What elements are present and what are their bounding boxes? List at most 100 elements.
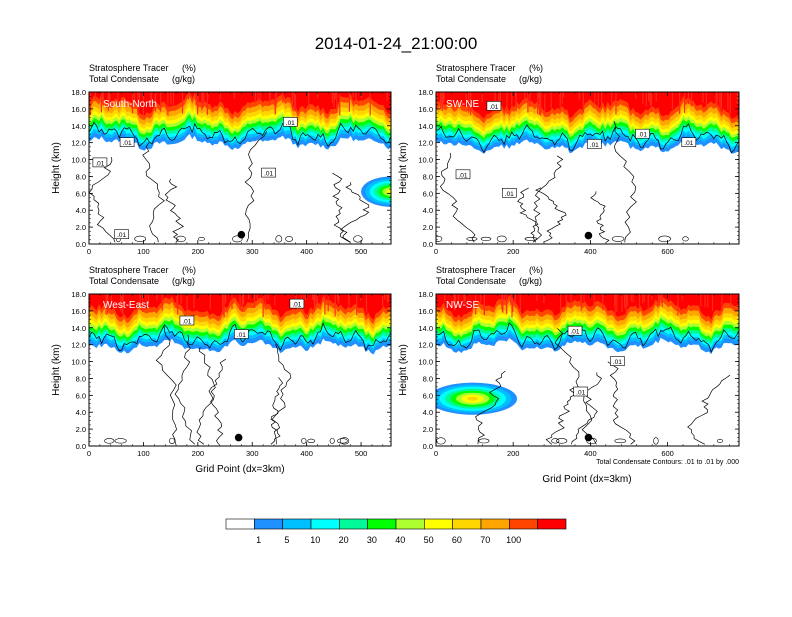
tracer-streak	[442, 92, 444, 106]
plot-clip-group: .01 .01 .01	[436, 294, 739, 446]
colorbar-swatch	[480, 518, 510, 530]
tracer-streak	[110, 294, 112, 306]
y-tick-label: 8.0	[76, 172, 86, 181]
tracer-streak	[514, 294, 516, 304]
tracer-streak	[583, 294, 585, 302]
panel-label: West-East	[103, 300, 149, 311]
condensate-contour	[89, 157, 116, 243]
y-tick-label: 10.0	[71, 358, 86, 367]
tracer-streak	[239, 294, 241, 311]
tracer-streak	[624, 294, 626, 308]
tracer-streak	[294, 92, 296, 101]
tracer-streak	[578, 92, 580, 100]
tracer-streak	[177, 294, 179, 315]
colorbar-swatch	[395, 518, 425, 530]
panel-nw-se: Stratosphere Tracer (%) Total Condensate…	[398, 265, 740, 485]
tracer-streak	[117, 92, 119, 107]
tracer-streak	[337, 294, 339, 300]
colorbar-label: 1	[256, 535, 261, 545]
condensate-contour	[271, 344, 292, 445]
plot-area: .01 .01 .01 0.0 2.0 4.0 6.0 8.0 10.0 12.0 14.0 16.0…	[71, 290, 392, 458]
tracer-streak	[333, 92, 335, 108]
tracer-streak	[348, 92, 351, 112]
panel-subtitle-tracer-label: Stratosphere Tracer	[89, 63, 169, 73]
condensate-contour-cell	[653, 437, 659, 445]
panel-subtitle-condensate-unit: (g/kg)	[519, 276, 542, 286]
plot-clip-group: .01 .01 .01	[89, 294, 391, 446]
condensate-contour-cell	[551, 438, 560, 444]
tracer-streak	[625, 294, 627, 316]
x-tick-label: 0	[87, 247, 91, 256]
tracer-streak	[475, 294, 477, 315]
tracer-streak	[711, 294, 714, 311]
x-tick-label: 400	[584, 449, 597, 458]
tracer-streak	[131, 92, 134, 114]
condensate-contour-cell	[524, 237, 538, 241]
tracer-streak	[702, 92, 704, 103]
tracer-streak	[356, 294, 358, 315]
tracer-streak	[681, 294, 683, 301]
tracer-streak	[440, 92, 442, 110]
tracer-streak	[253, 294, 256, 308]
y-tick-label: 8.0	[76, 374, 86, 383]
tracer-streak	[120, 294, 122, 312]
tracer-streak	[275, 92, 277, 107]
condensate-contour	[545, 387, 576, 445]
tracer-streak	[203, 92, 205, 107]
condensate-contour	[687, 374, 731, 445]
tracer-streak	[231, 294, 233, 309]
panel-subtitle-condensate-unit: (g/kg)	[172, 276, 195, 286]
x-tick-label: 400	[300, 449, 313, 458]
tracer-streak	[387, 294, 389, 303]
contour-label-box	[610, 356, 625, 366]
panel-subtitle-tracer-label: Stratosphere Tracer	[436, 63, 516, 73]
condensate-contour-cell	[114, 438, 127, 444]
y-tick-label: 18.0	[71, 290, 86, 299]
colorbar-label: 100	[506, 535, 521, 545]
x-tick-label: 500	[355, 449, 368, 458]
tracer-streak	[602, 294, 604, 311]
tracer-streak	[645, 92, 647, 107]
y-axis-label: Height (km)	[398, 142, 409, 194]
tracer-streak	[262, 294, 264, 318]
condensate-contour-cell	[716, 438, 724, 443]
tracer-streak	[700, 294, 702, 307]
condensate-contour	[590, 191, 610, 243]
panel-subtitle-tracer-unit: (%)	[182, 265, 196, 275]
tracer-streak	[254, 92, 256, 103]
tracer-streak	[386, 92, 388, 101]
tracer-streak	[562, 92, 565, 98]
x-tick-label: 0	[87, 449, 91, 458]
tracer-streak	[580, 294, 582, 311]
tracer-streak	[382, 294, 384, 307]
contour-label-box	[282, 117, 298, 127]
tracer-streak	[139, 294, 141, 311]
tracer-streak	[142, 294, 144, 313]
tracer-streak	[176, 294, 178, 308]
y-tick-label: 18.0	[71, 88, 86, 97]
x-tick-label: 0	[434, 247, 438, 256]
tracer-streak	[506, 92, 508, 115]
condensate-contour-cell	[682, 236, 689, 242]
x-tick-label: 100	[137, 247, 150, 256]
tracer-band-11	[89, 92, 391, 116]
tracer-streak	[193, 294, 195, 309]
y-tick-label: 8.0	[423, 374, 433, 383]
y-tick-label: 12.0	[418, 139, 433, 148]
tracer-streak	[352, 92, 354, 98]
tracer-streak	[715, 92, 717, 108]
condensate-contour-cell	[611, 235, 625, 242]
plot-area: .01 .01 .01 .01 .01 0.0 2.0 4.0 6.0 8.0 10.0 12.0 14…	[71, 88, 392, 256]
condensate-contour	[89, 121, 391, 148]
y-tick-label: 10.0	[418, 358, 433, 367]
tracer-streak	[293, 92, 295, 111]
y-tick-label: 10.0	[418, 156, 433, 165]
y-tick-label: 2.0	[76, 425, 86, 434]
tracer-streak	[308, 92, 310, 109]
tracer-streak	[274, 294, 276, 306]
y-tick-label: 8.0	[423, 172, 433, 181]
contour-label: .01	[489, 104, 498, 111]
y-tick-label: 0.0	[423, 240, 433, 249]
condensate-contour-cell	[134, 235, 147, 243]
y-tick-label: 16.0	[418, 307, 433, 316]
